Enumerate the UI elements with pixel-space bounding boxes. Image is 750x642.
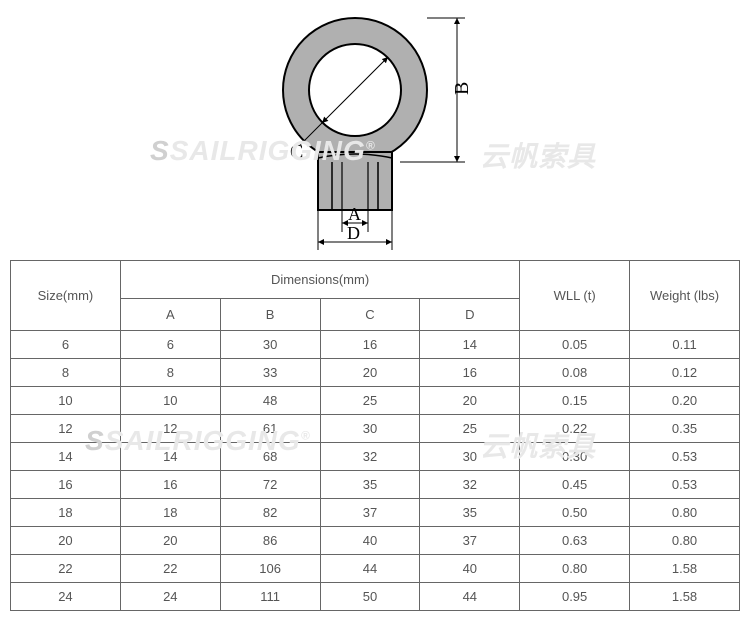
cell-B: 61	[220, 415, 320, 443]
cell-C: 20	[320, 359, 420, 387]
cell-weight: 0.53	[630, 471, 740, 499]
cell-size: 24	[11, 583, 121, 611]
svg-text:D: D	[347, 223, 360, 243]
cell-B: 106	[220, 555, 320, 583]
cell-wll: 0.95	[520, 583, 630, 611]
cell-wll: 0.22	[520, 415, 630, 443]
cell-size: 16	[11, 471, 121, 499]
cell-A: 12	[120, 415, 220, 443]
cell-C: 37	[320, 499, 420, 527]
table-body: 663016140.050.11883320160.080.1210104825…	[11, 331, 740, 611]
cell-size: 10	[11, 387, 121, 415]
table-row: 242411150440.951.58	[11, 583, 740, 611]
cell-wll: 0.50	[520, 499, 630, 527]
diagram-area: B C A D	[0, 0, 750, 260]
cell-weight: 0.35	[630, 415, 740, 443]
table-row: 16167235320.450.53	[11, 471, 740, 499]
cell-size: 22	[11, 555, 121, 583]
cell-A: 20	[120, 527, 220, 555]
cell-weight: 0.53	[630, 443, 740, 471]
table-row: 10104825200.150.20	[11, 387, 740, 415]
cell-size: 6	[11, 331, 121, 359]
cell-B: 33	[220, 359, 320, 387]
cell-size: 14	[11, 443, 121, 471]
col-dimensions: Dimensions(mm)	[120, 261, 519, 299]
col-weight: Weight (lbs)	[630, 261, 740, 331]
cell-C: 50	[320, 583, 420, 611]
cell-D: 40	[420, 555, 520, 583]
cell-weight: 0.80	[630, 499, 740, 527]
cell-B: 111	[220, 583, 320, 611]
svg-text:A: A	[348, 204, 361, 224]
cell-wll: 0.63	[520, 527, 630, 555]
cell-B: 30	[220, 331, 320, 359]
cell-B: 82	[220, 499, 320, 527]
col-C: C	[320, 299, 420, 331]
cell-D: 14	[420, 331, 520, 359]
cell-size: 18	[11, 499, 121, 527]
cell-weight: 0.11	[630, 331, 740, 359]
cell-A: 14	[120, 443, 220, 471]
cell-weight: 0.20	[630, 387, 740, 415]
cell-weight: 0.80	[630, 527, 740, 555]
spec-table: Size(mm) Dimensions(mm) WLL (t) Weight (…	[10, 260, 740, 611]
cell-C: 25	[320, 387, 420, 415]
cell-C: 40	[320, 527, 420, 555]
col-D: D	[420, 299, 520, 331]
cell-size: 20	[11, 527, 121, 555]
cell-size: 8	[11, 359, 121, 387]
svg-text:C: C	[290, 141, 303, 163]
cell-wll: 0.05	[520, 331, 630, 359]
cell-D: 16	[420, 359, 520, 387]
table-row: 663016140.050.11	[11, 331, 740, 359]
cell-A: 24	[120, 583, 220, 611]
cell-weight: 0.12	[630, 359, 740, 387]
cell-A: 6	[120, 331, 220, 359]
table-row: 883320160.080.12	[11, 359, 740, 387]
cell-D: 35	[420, 499, 520, 527]
cell-A: 10	[120, 387, 220, 415]
cell-D: 20	[420, 387, 520, 415]
cell-C: 32	[320, 443, 420, 471]
col-A: A	[120, 299, 220, 331]
cell-A: 22	[120, 555, 220, 583]
cell-wll: 0.80	[520, 555, 630, 583]
cell-A: 8	[120, 359, 220, 387]
cell-B: 86	[220, 527, 320, 555]
col-wll: WLL (t)	[520, 261, 630, 331]
eye-nut-diagram: B C A D	[260, 10, 490, 255]
cell-D: 30	[420, 443, 520, 471]
table-row: 18188237350.500.80	[11, 499, 740, 527]
cell-D: 37	[420, 527, 520, 555]
cell-A: 18	[120, 499, 220, 527]
cell-weight: 1.58	[630, 583, 740, 611]
cell-D: 44	[420, 583, 520, 611]
cell-A: 16	[120, 471, 220, 499]
cell-D: 32	[420, 471, 520, 499]
cell-D: 25	[420, 415, 520, 443]
cell-wll: 0.08	[520, 359, 630, 387]
cell-weight: 1.58	[630, 555, 740, 583]
table-row: 12126130250.220.35	[11, 415, 740, 443]
cell-wll: 0.15	[520, 387, 630, 415]
cell-C: 44	[320, 555, 420, 583]
cell-size: 12	[11, 415, 121, 443]
cell-B: 68	[220, 443, 320, 471]
cell-wll: 0.30	[520, 443, 630, 471]
cell-C: 35	[320, 471, 420, 499]
cell-C: 16	[320, 331, 420, 359]
table-row: 14146832300.300.53	[11, 443, 740, 471]
cell-B: 72	[220, 471, 320, 499]
cell-B: 48	[220, 387, 320, 415]
table-row: 20208640370.630.80	[11, 527, 740, 555]
col-B: B	[220, 299, 320, 331]
cell-wll: 0.45	[520, 471, 630, 499]
table-row: 222210644400.801.58	[11, 555, 740, 583]
svg-text:B: B	[451, 82, 473, 95]
col-size: Size(mm)	[11, 261, 121, 331]
cell-C: 30	[320, 415, 420, 443]
